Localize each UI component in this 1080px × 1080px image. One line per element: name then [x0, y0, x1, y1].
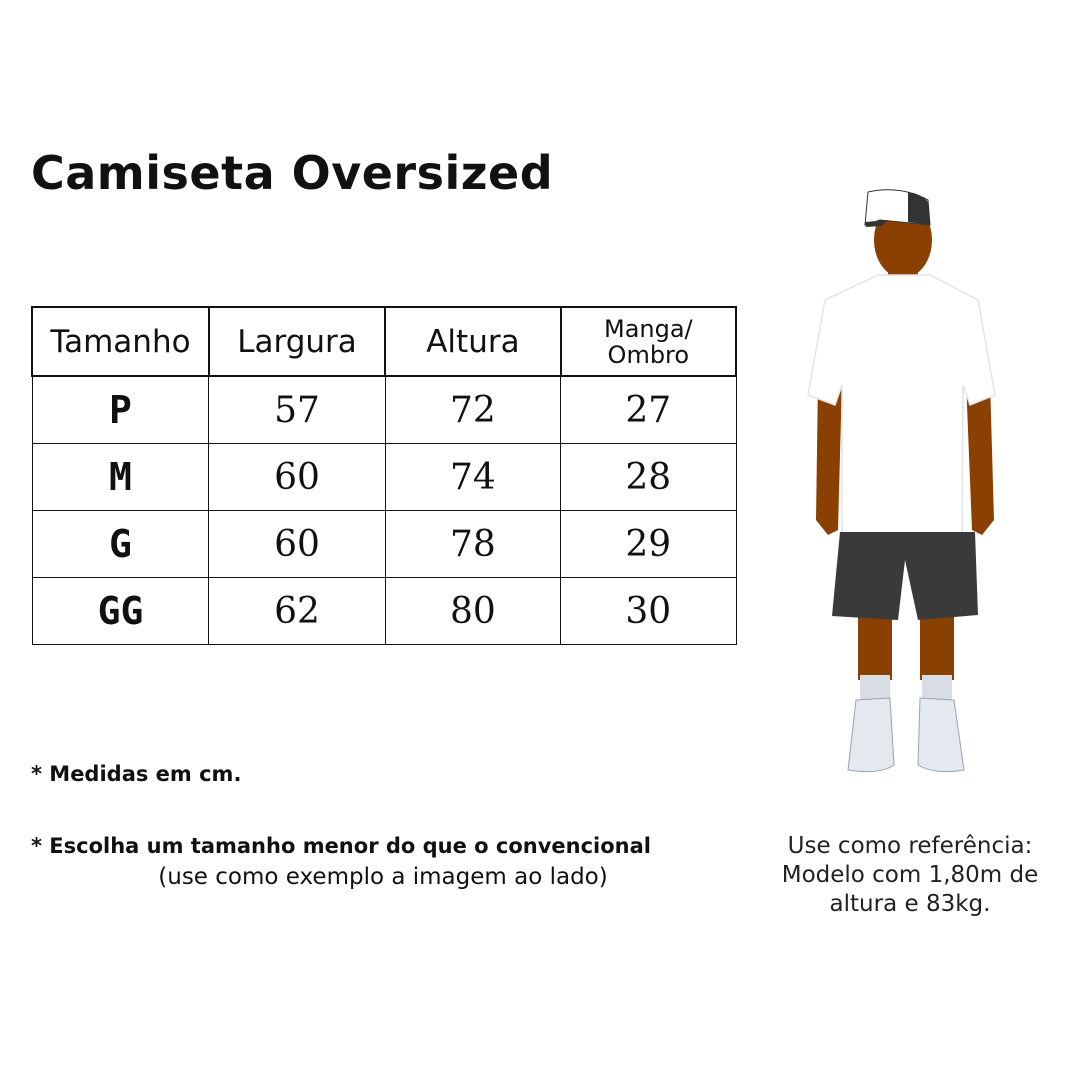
- size-cell: GG: [31, 577, 210, 645]
- table-header-row: Tamanho Largura Altura Manga/ Ombro: [31, 306, 738, 377]
- size-cell: M: [31, 443, 210, 511]
- table-row: M 60 74 28: [31, 443, 737, 511]
- advice-note: * Escolha um tamanho menor do que o conv…: [31, 834, 652, 858]
- left-shoe: [847, 697, 895, 773]
- header-tamanho: Tamanho: [31, 306, 210, 377]
- header-largura: Largura: [207, 306, 387, 377]
- cell: 78: [384, 510, 562, 578]
- page-title: Camiseta Oversized: [31, 146, 554, 200]
- header-manga-ombro: Manga/ Ombro: [559, 306, 738, 377]
- shorts: [832, 532, 978, 620]
- advice-subnote: (use como exemplo a imagem ao lado): [158, 864, 608, 890]
- cell: 29: [560, 510, 737, 578]
- size-cell: G: [31, 510, 210, 578]
- size-cell: P: [31, 375, 210, 444]
- cell: 28: [560, 443, 737, 511]
- size-table: Tamanho Largura Altura Manga/ Ombro P 57 7…: [31, 306, 738, 645]
- cell: 72: [384, 375, 562, 444]
- table-row: P 57 72 27: [31, 375, 737, 444]
- cell: 62: [208, 577, 386, 645]
- right-arm: [966, 380, 994, 535]
- header-altura: Altura: [384, 306, 562, 377]
- cell: 57: [208, 375, 386, 444]
- table-row: G 60 78 29: [31, 510, 737, 578]
- model-illustration: [807, 189, 996, 773]
- cap: [865, 220, 888, 227]
- cell: 74: [384, 443, 562, 511]
- cell: 27: [560, 375, 737, 444]
- reference-text: Use como referência: Modelo com 1,80m de…: [781, 833, 1039, 917]
- cell: 60: [208, 443, 386, 511]
- right-shoe: [917, 697, 965, 773]
- left-arm: [816, 380, 842, 535]
- cell: 60: [208, 510, 386, 578]
- units-note: * Medidas em cm.: [31, 762, 242, 786]
- cell: 30: [560, 577, 737, 645]
- table-row: GG 62 80 30: [31, 577, 737, 645]
- cell: 80: [384, 577, 562, 645]
